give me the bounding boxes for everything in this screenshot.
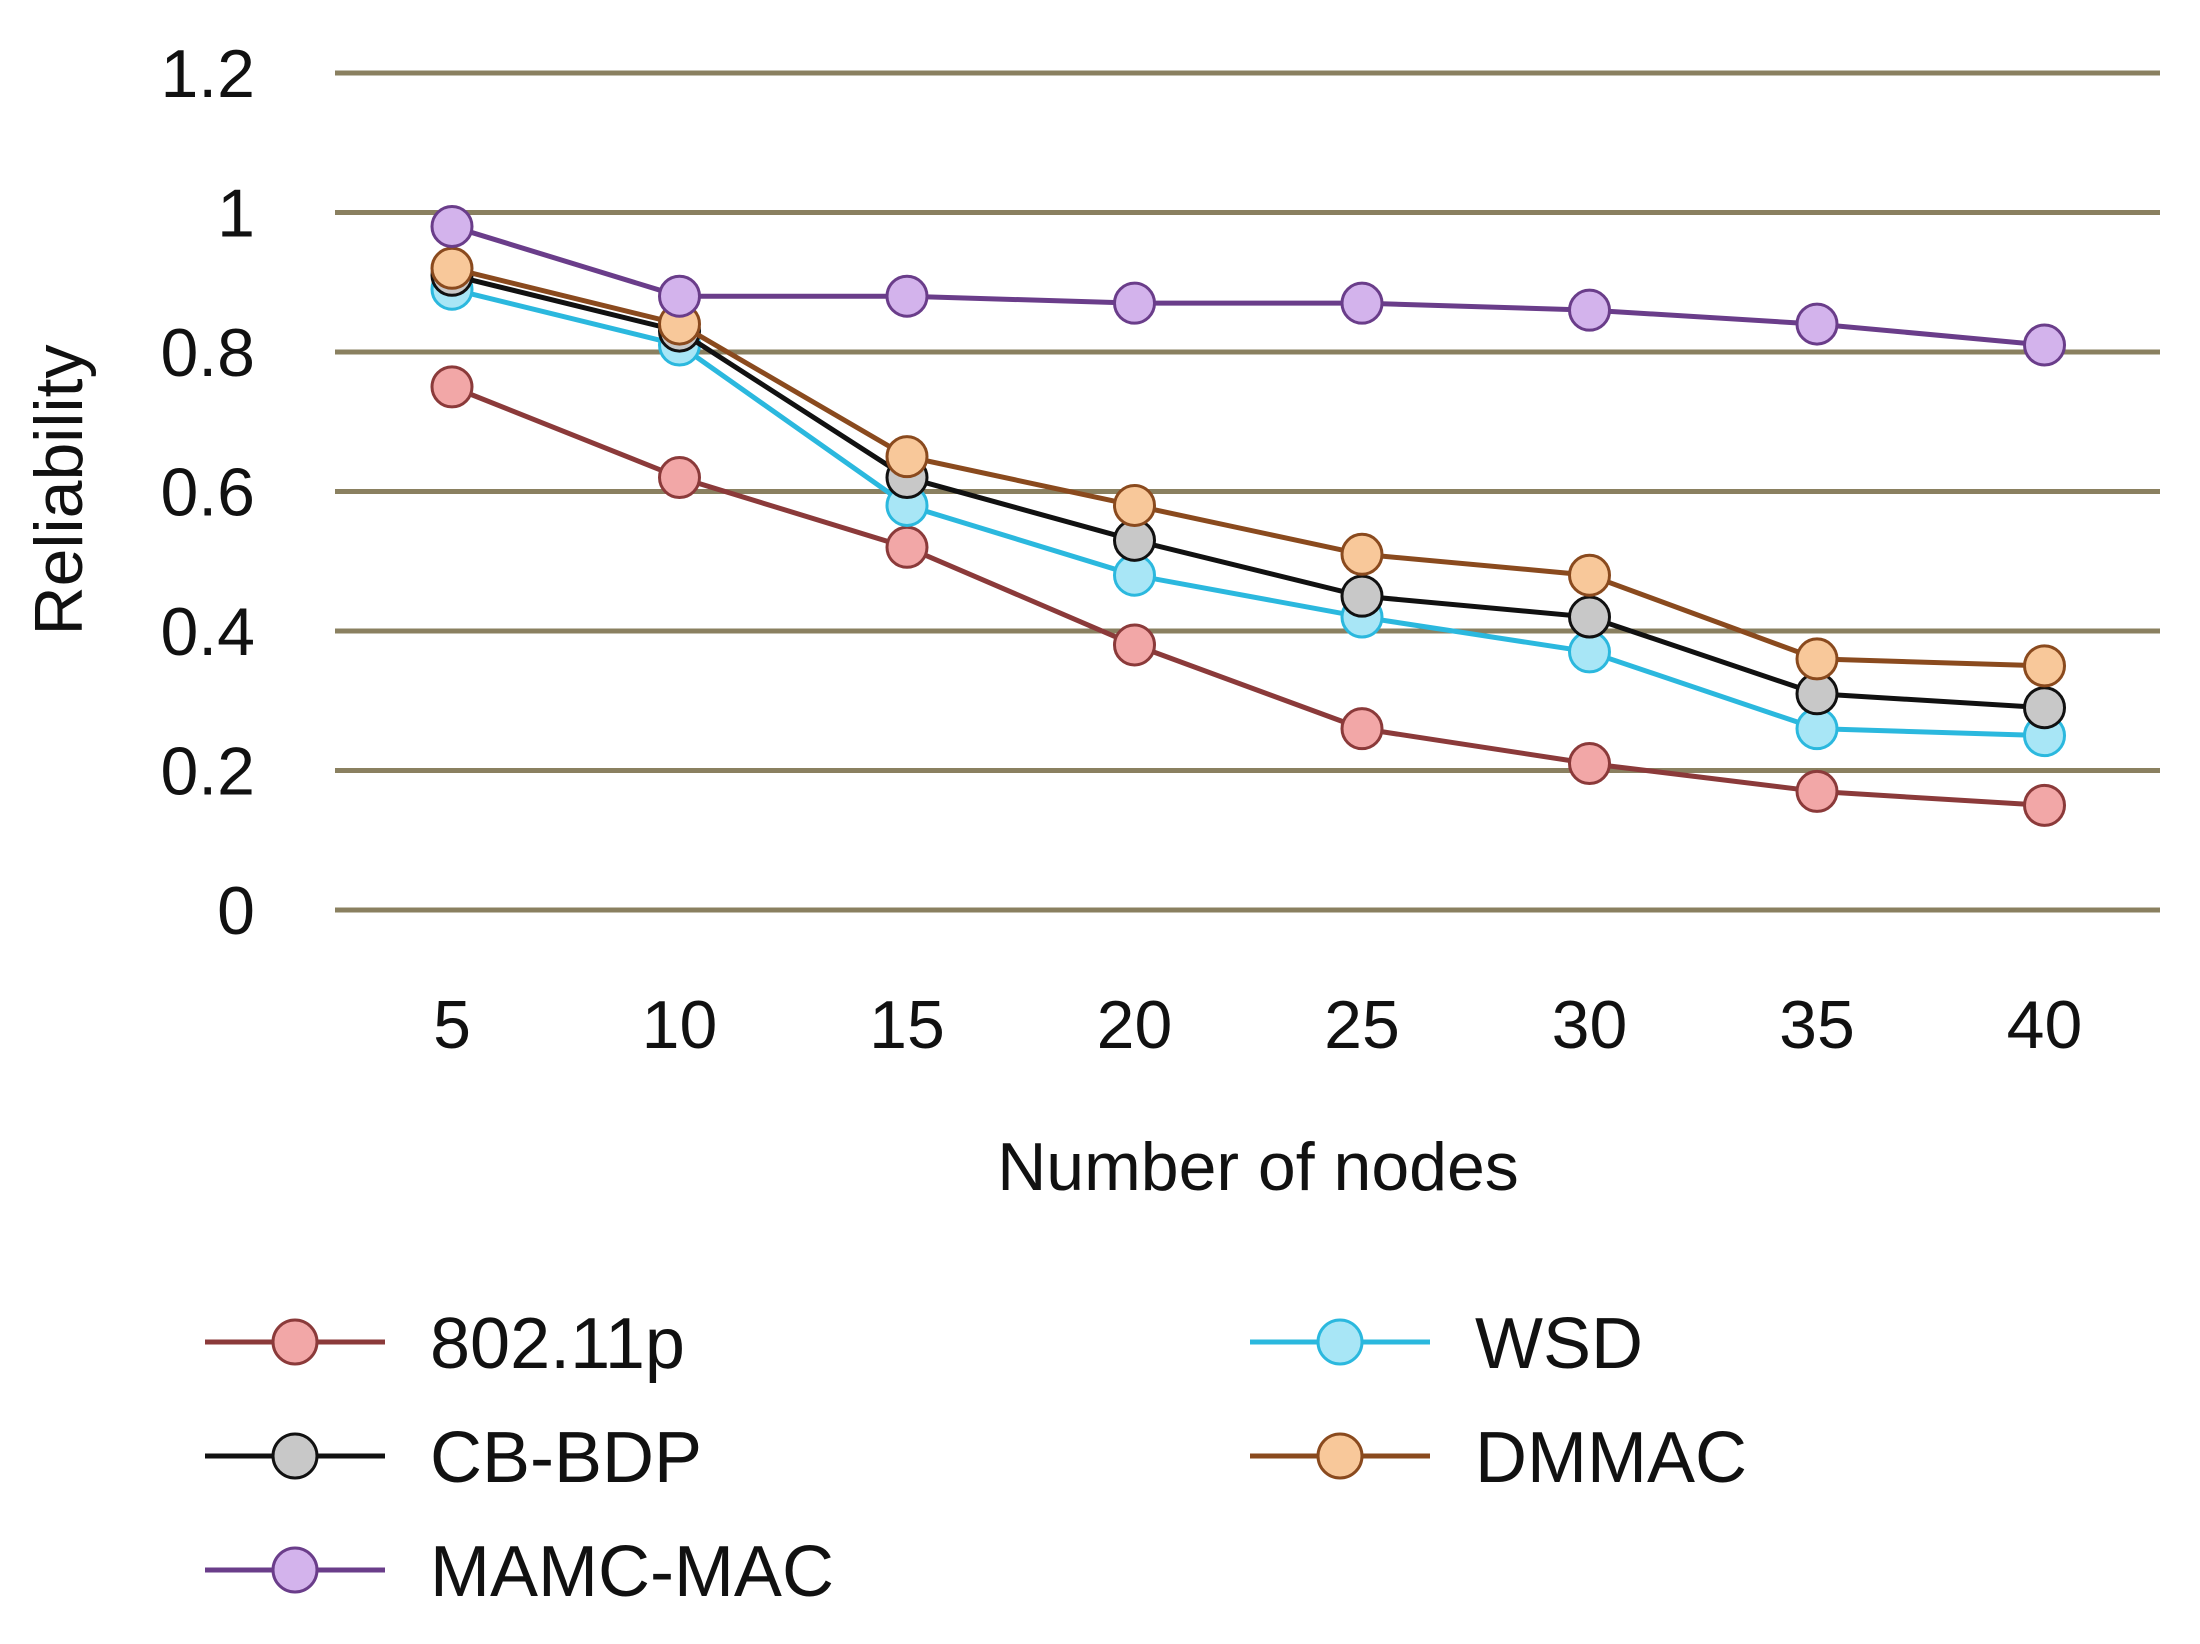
x-tick-label: 5 [433, 987, 471, 1063]
y-axis-title: Reliability [21, 345, 97, 636]
data-point [1568, 288, 1611, 332]
data-point [1568, 553, 1611, 597]
series-802-11p [430, 365, 2066, 827]
data-point [658, 274, 701, 318]
series-line [451, 384, 2045, 808]
x-axis-title: Number of nodes [997, 1129, 1519, 1205]
data-point [1568, 742, 1611, 786]
series-line [451, 224, 2045, 348]
data-point [1113, 281, 1156, 325]
x-tick-label: 30 [1552, 987, 1628, 1063]
data-point [1113, 623, 1156, 667]
y-axis-ticks: 0 0.2 0.4 0.6 0.8 1 1.2 [160, 36, 255, 949]
legend-marker-swatch [271, 1432, 319, 1480]
legend-item: 802.11p [205, 1304, 685, 1384]
legend-label: 802.11p [430, 1304, 685, 1384]
legend-label: DMMAC [1475, 1418, 1747, 1498]
data-point [2023, 686, 2066, 730]
x-tick-label: 25 [1324, 987, 1400, 1063]
series-line [451, 286, 2045, 739]
data-point [885, 435, 929, 479]
y-tick-label: 0.6 [160, 455, 255, 531]
legend: 802.11p WSD CB-BDP DMMAC MAMC-MAC [205, 1304, 1747, 1612]
data-point [1795, 769, 1839, 813]
data-point [1340, 532, 1384, 576]
data-point [1568, 595, 1611, 639]
gridlines [335, 70, 2160, 913]
legend-item: WSD [1250, 1304, 1643, 1384]
y-tick-label: 1.2 [160, 36, 255, 112]
y-tick-label: 0.2 [160, 734, 255, 810]
data-point [885, 274, 929, 318]
data-point [430, 365, 474, 409]
x-tick-label: 20 [1097, 987, 1173, 1063]
data-series [430, 204, 2066, 827]
data-point [1795, 302, 1839, 346]
data-point [430, 204, 474, 248]
data-point [2023, 323, 2066, 367]
data-point [1113, 483, 1156, 527]
data-point [1340, 707, 1384, 751]
series-dmmac [430, 246, 2066, 688]
data-point [658, 456, 701, 500]
y-tick-label: 1 [217, 176, 255, 252]
series-line [451, 265, 2045, 669]
legend-marker-swatch [271, 1546, 319, 1594]
legend-label: WSD [1475, 1304, 1643, 1384]
series-mamc-mac [430, 204, 2066, 367]
legend-marker-swatch [1316, 1318, 1364, 1366]
x-tick-label: 40 [2007, 987, 2083, 1063]
data-point [885, 525, 929, 569]
legend-marker-swatch [271, 1318, 319, 1366]
legend-label: CB-BDP [430, 1418, 702, 1498]
x-tick-label: 35 [1779, 987, 1855, 1063]
data-point [2023, 644, 2066, 688]
data-point [430, 246, 474, 290]
x-tick-label: 10 [642, 987, 718, 1063]
x-axis-ticks: 5 10 15 20 25 30 35 40 [433, 987, 2082, 1063]
y-tick-label: 0 [217, 873, 255, 949]
data-point [1340, 574, 1384, 618]
legend-label: MAMC-MAC [430, 1532, 834, 1612]
y-tick-label: 0.4 [160, 594, 255, 670]
legend-item: DMMAC [1250, 1418, 1747, 1498]
data-point [1795, 637, 1839, 681]
y-tick-label: 0.8 [160, 315, 255, 391]
legend-marker-swatch [1316, 1432, 1364, 1480]
data-point [1340, 281, 1384, 325]
data-point [2023, 783, 2066, 827]
series-line [451, 272, 2045, 711]
legend-item: CB-BDP [205, 1418, 702, 1498]
legend-item: MAMC-MAC [205, 1532, 834, 1612]
x-tick-label: 15 [869, 987, 945, 1063]
